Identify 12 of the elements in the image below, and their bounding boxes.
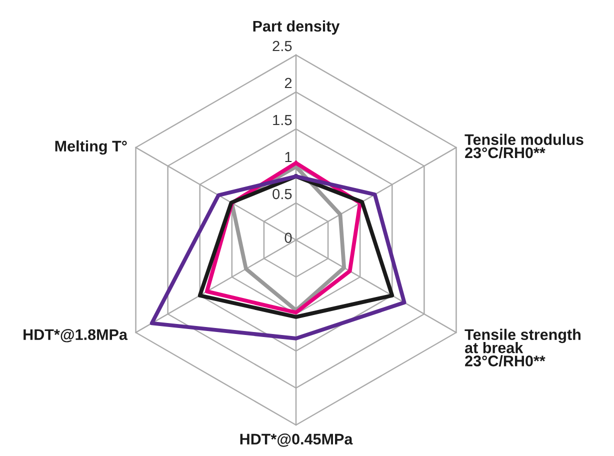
spoke-label: Melting T° (55, 140, 127, 155)
y-tick-label: 0.5 (272, 188, 292, 200)
y-tick-label: 2.5 (272, 40, 292, 52)
spoke-label: Part density (253, 20, 340, 35)
spoke-label: Tensile strength at break 23°C/RH0** (464, 328, 580, 367)
y-tick-label: 2 (284, 78, 292, 88)
spoke-label: HDT*@1.8MPa (24, 329, 128, 342)
y-tick-label: 1.5 (273, 115, 292, 126)
y-tick-label: 1 (285, 152, 292, 162)
y-tick-label: 0 (284, 232, 292, 243)
spoke-label: HDT*@0.45MPa (240, 434, 353, 447)
spoke-label: Tensile modulus 23°C/RH0** (464, 134, 584, 158)
